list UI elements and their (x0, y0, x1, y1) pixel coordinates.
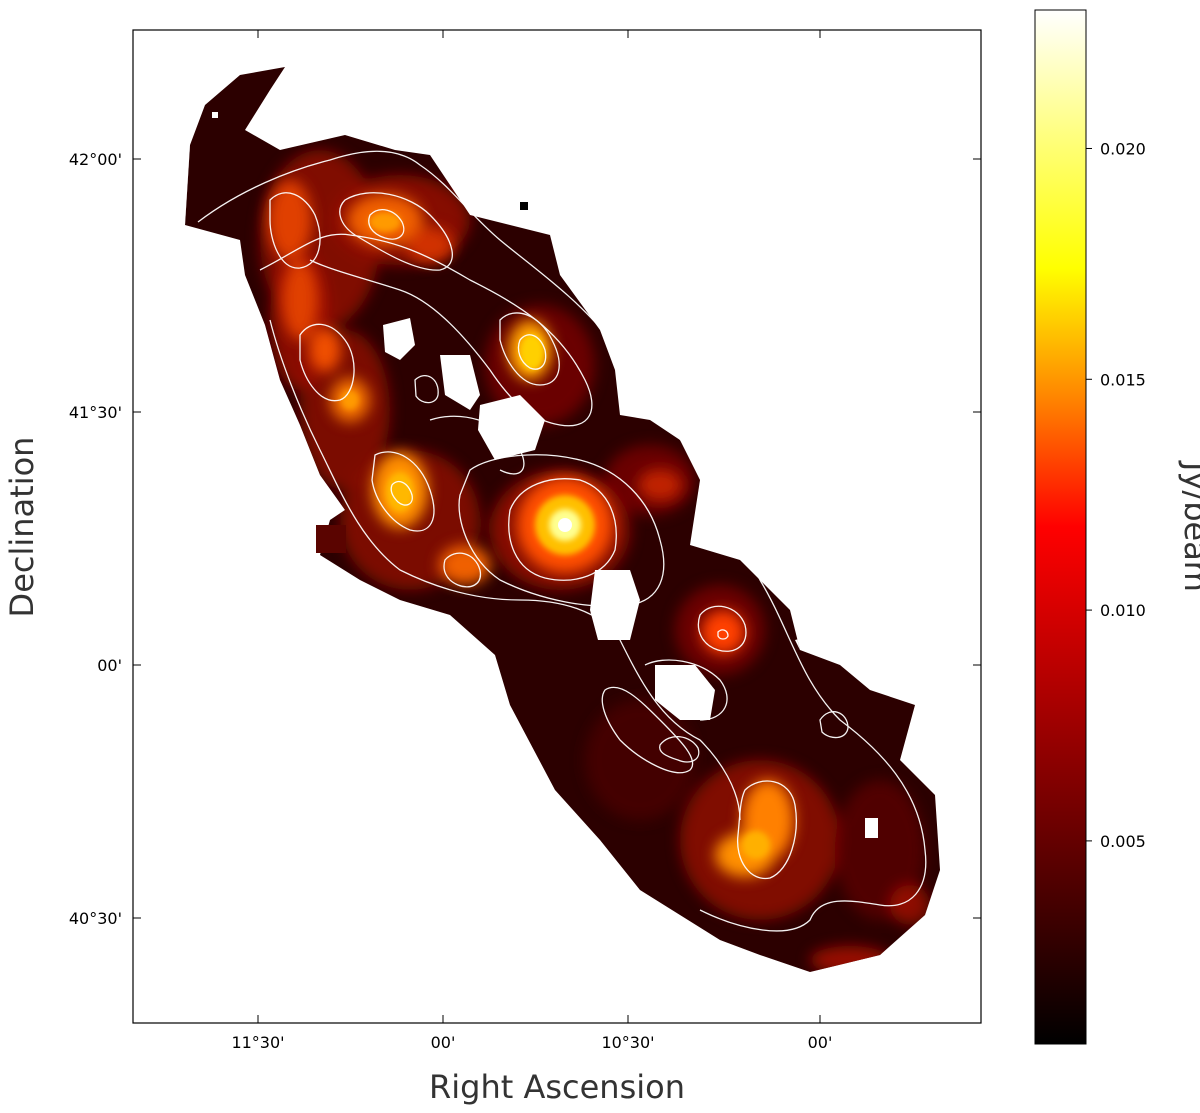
colorbar-tick-label: 0.005 (1100, 832, 1146, 851)
y-tick-label: 42°00' (69, 150, 122, 169)
x-tick-label: 11°30' (231, 1033, 284, 1052)
colorbar-tick-label: 0.010 (1100, 601, 1146, 620)
x-axis: 11°30' 00' 10°30' 00' Right Ascension (231, 30, 832, 1106)
colorbar-label: Jy/beam (1177, 460, 1200, 592)
y-tick-label: 00' (97, 656, 122, 675)
colorbar: 0.005 0.010 0.015 0.020 Jy/beam (1034, 9, 1200, 1045)
y-tick-label: 40°30' (69, 909, 122, 928)
x-tick-label: 00' (431, 1033, 456, 1052)
colorbar-tick-label: 0.015 (1100, 370, 1146, 389)
y-axis: 42°00' 41°30' 00' 40°30' Declination (3, 150, 981, 928)
x-tick-label: 00' (808, 1033, 833, 1052)
stray-pixel (520, 202, 528, 210)
x-axis-label: Right Ascension (429, 1068, 685, 1106)
colorbar-ticks: 0.005 0.010 0.015 0.020 (1086, 139, 1146, 851)
colorbar-tick-label: 0.020 (1100, 139, 1146, 158)
contour-lines (197, 150, 927, 932)
stray-pixel (316, 525, 346, 553)
x-tick-label: 10°30' (601, 1033, 654, 1052)
y-axis-label: Declination (3, 437, 41, 618)
stray-pixel (212, 112, 218, 118)
y-tick-label: 41°30' (69, 403, 122, 422)
plot-frame (132, 29, 982, 1024)
colorbar-gradient (1034, 9, 1087, 1045)
